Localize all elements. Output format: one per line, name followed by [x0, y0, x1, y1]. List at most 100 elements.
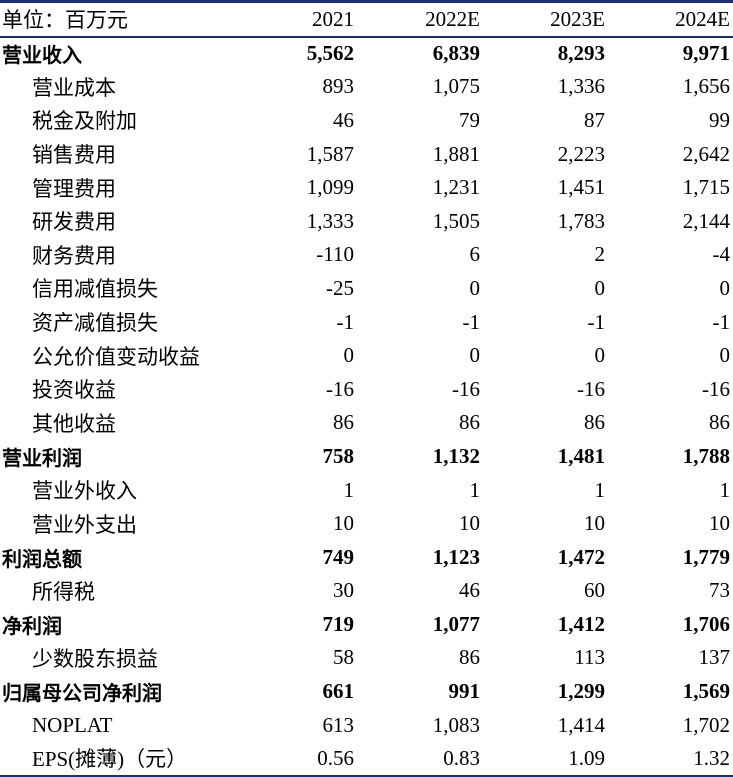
row-label: 管理费用 [32, 176, 116, 201]
row-value: -16 [452, 376, 480, 401]
row-value: -16 [326, 376, 354, 401]
row-value: 1,333 [306, 208, 354, 233]
row-value: 1,706 [682, 611, 730, 636]
row-label: 营业成本 [32, 75, 116, 100]
table-row: 公允价值变动收益 0 0 0 0 [0, 339, 733, 373]
table-row: 销售费用 1,587 1,881 2,223 2,642 [0, 137, 733, 171]
row-value: 0 [343, 343, 355, 368]
row-value: 1,336 [557, 74, 605, 99]
row-label: 归属母公司净利润 [2, 681, 162, 706]
table-row: 营业利润 758 1,132 1,481 1,788 [0, 440, 733, 474]
row-value: 9,971 [682, 41, 730, 66]
row-value: 0.56 [232, 741, 357, 777]
row-value: 1,783 [557, 208, 605, 233]
row-label: 营业外支出 [32, 512, 137, 537]
row-label: 财务费用 [32, 243, 116, 268]
row-value: 86 [459, 410, 480, 435]
row-value: 991 [448, 679, 481, 704]
row-value: 1,299 [557, 679, 605, 704]
table-row: 归属母公司净利润 661 991 1,299 1,569 [0, 675, 733, 709]
table-row: 所得税 30 46 60 73 [0, 574, 733, 608]
row-value: 758 [322, 443, 355, 468]
row-label: 少数股东损益 [32, 646, 158, 671]
row-value: 1,123 [432, 544, 480, 569]
row-value: 1,451 [557, 175, 605, 200]
row-value: 1 [343, 477, 355, 502]
row-label: 所得税 [32, 579, 95, 604]
row-value: 1,569 [682, 679, 730, 704]
row-value: 1,472 [557, 544, 605, 569]
header-row: 单位：百万元 2021 2022E 2023E 2024E [0, 0, 733, 38]
row-value: 2,642 [682, 141, 730, 166]
row-value: 1,587 [306, 141, 354, 166]
year-header: 2024E [608, 0, 733, 38]
row-value: 113 [574, 645, 605, 670]
row-value: 1,414 [557, 712, 605, 737]
row-label: 研发费用 [32, 210, 116, 235]
unit-label: 单位：百万元 [0, 0, 232, 38]
row-value: 0 [469, 343, 481, 368]
row-value: 719 [322, 611, 355, 636]
row-value: 10 [333, 511, 354, 536]
row-value: 137 [698, 645, 731, 670]
row-value: 613 [322, 712, 355, 737]
table-row: 营业收入 5,562 6,839 8,293 9,971 [0, 37, 733, 71]
row-value: 1,656 [682, 74, 730, 99]
row-label: 销售费用 [32, 143, 116, 168]
row-value: 6,839 [432, 41, 480, 66]
table-row: 少数股东损益 58 86 113 137 [0, 641, 733, 675]
row-value: 10 [709, 511, 730, 536]
row-label: 信用减值损失 [32, 277, 158, 302]
row-value: 8,293 [557, 41, 605, 66]
table-row: 管理费用 1,099 1,231 1,451 1,715 [0, 171, 733, 205]
table-row: 信用减值损失 -25 0 0 0 [0, 272, 733, 306]
row-value: 1,788 [682, 443, 730, 468]
row-value: 6 [469, 242, 481, 267]
row-value: 79 [459, 107, 480, 132]
row-value: 58 [333, 645, 354, 670]
row-value: 1,412 [557, 611, 605, 636]
table-row: 研发费用 1,333 1,505 1,783 2,144 [0, 204, 733, 238]
row-value: 0 [719, 343, 731, 368]
row-value: 893 [322, 74, 355, 99]
row-value: 749 [322, 544, 355, 569]
row-value: 73 [709, 578, 730, 603]
year-header: 2023E [483, 0, 608, 38]
row-value: 10 [459, 511, 480, 536]
row-value: 1 [719, 477, 731, 502]
row-value: 0 [469, 275, 481, 300]
row-label: 资产减值损失 [32, 311, 158, 336]
row-value: 1,779 [682, 544, 730, 569]
row-value: 99 [709, 107, 730, 132]
table-row: EPS(摊薄)（元） 0.56 0.83 1.09 1.32 [0, 741, 733, 777]
row-value: 1 [594, 477, 606, 502]
table-row: 税金及附加 46 79 87 99 [0, 104, 733, 138]
row-value: -1 [336, 309, 355, 334]
row-value: 1,132 [432, 443, 480, 468]
row-label: EPS(摊薄)（元） [0, 741, 232, 777]
row-value: -16 [577, 376, 605, 401]
table-row: 营业外收入 1 1 1 1 [0, 473, 733, 507]
row-value: -4 [712, 242, 731, 267]
table-row: 营业外支出 10 10 10 10 [0, 507, 733, 541]
row-value: -1 [587, 309, 606, 334]
row-value: -25 [326, 275, 354, 300]
row-value: 1,083 [432, 712, 480, 737]
row-value: 1.32 [608, 741, 733, 777]
table-row: 其他收益 86 86 86 86 [0, 406, 733, 440]
row-value: 1,715 [682, 175, 730, 200]
row-value: 86 [459, 645, 480, 670]
row-value: 2,223 [557, 141, 605, 166]
row-value: 1,075 [432, 74, 480, 99]
row-label: 公允价值变动收益 [32, 344, 200, 369]
row-value: -1 [712, 309, 731, 334]
row-value: 0 [594, 343, 606, 368]
row-value: 1,077 [432, 611, 480, 636]
table-row: 净利润 719 1,077 1,412 1,706 [0, 608, 733, 642]
row-label: 投资收益 [32, 378, 116, 403]
table-row: NOPLAT 613 1,083 1,414 1,702 [0, 708, 733, 742]
row-value: 10 [584, 511, 605, 536]
row-value: 1,881 [432, 141, 480, 166]
